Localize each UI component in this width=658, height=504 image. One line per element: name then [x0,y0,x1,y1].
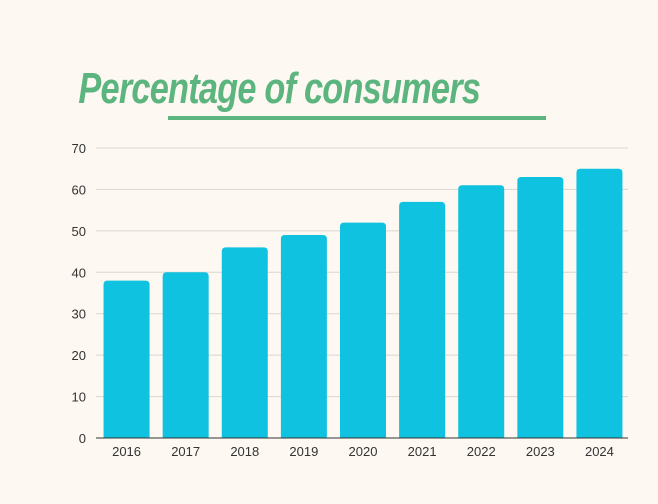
x-tick-label-2017: 2017 [171,444,200,459]
y-tick-label-0: 0 [79,431,86,446]
bar-2019 [280,235,327,438]
bar-2024 [576,168,623,438]
x-tick-label-2019: 2019 [289,444,318,459]
y-tick-label-70: 70 [72,141,86,156]
x-tick-label-2023: 2023 [526,444,555,459]
bar-2020 [340,222,386,438]
x-tick-label-2018: 2018 [230,444,259,459]
title-underline [168,116,546,120]
x-tick-label-2016: 2016 [112,444,141,459]
y-tick-label-50: 50 [72,224,86,239]
y-tick-label-40: 40 [72,265,86,280]
y-tick-label-10: 10 [72,390,86,405]
bar-2023 [517,177,564,438]
x-tick-label-2020: 2020 [349,444,378,459]
y-tick-label-20: 20 [72,348,86,363]
x-tick-label-2022: 2022 [467,444,496,459]
x-tick-label-2024: 2024 [585,444,614,459]
x-tick-label-2021: 2021 [408,444,437,459]
bar-2016 [103,280,150,438]
bar-2018 [221,247,268,438]
chart-title: Percentage of consumers [78,64,481,113]
y-tick-label-30: 30 [72,307,86,322]
bar-2021 [399,201,446,438]
bar-2022 [458,185,505,438]
y-tick-label-60: 60 [72,182,86,197]
bar-2017 [162,272,209,438]
